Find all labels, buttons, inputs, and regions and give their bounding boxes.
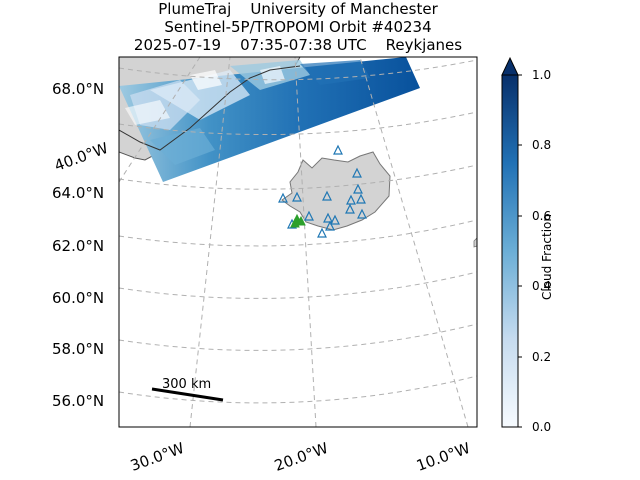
colorbar-tick: 0.2 [532, 350, 552, 364]
colorbar-tick: 0.8 [532, 138, 552, 152]
source-marker [296, 215, 306, 226]
latitude-gridlines [119, 59, 477, 404]
title-line-3: 2025-07-19 07:35-07:38 UTC Reykjanes [133, 36, 463, 54]
satellite-swath [119, 57, 420, 182]
volcano-marker [325, 220, 335, 231]
volcano-marker [317, 227, 327, 238]
title-line-2: Sentinel-5P/TROPOMI Orbit #40234 [164, 18, 432, 36]
lat-label: 64.0°N [52, 184, 105, 202]
volcano-marker [323, 212, 333, 223]
volcano-marker [322, 190, 332, 201]
lat-label: 62.0°N [52, 237, 105, 255]
map-frame [118, 56, 478, 428]
colorbar-tick: 0.0 [532, 420, 552, 434]
source-marker [290, 217, 300, 228]
scale-bar-label: 300 km [162, 377, 212, 392]
source-markers [290, 213, 306, 228]
lat-label: 68.0°N [52, 80, 105, 98]
volcano-marker [292, 191, 302, 202]
volcano-marker [278, 192, 288, 203]
title-line-1: PlumeTraj University of Manchester [158, 0, 438, 18]
colorbar-tick: 0.4 [532, 279, 552, 293]
volcano-marker [345, 203, 355, 214]
longitude-gridlines [119, 57, 469, 427]
volcano-marker [304, 210, 314, 221]
volcano-marker [357, 208, 367, 219]
volcano-marker [352, 167, 362, 178]
faroe-land [473, 237, 477, 248]
colorbar-tick: 1.0 [532, 68, 552, 82]
lat-label: 60.0°N [52, 289, 105, 307]
scale-bar [151, 387, 224, 402]
lat-label: 58.0°N [52, 340, 105, 358]
volcano-marker [346, 194, 356, 205]
volcano-marker [356, 193, 366, 204]
lat-label: 56.0°N [52, 392, 105, 410]
volcano-marker [353, 183, 363, 194]
colorbar [501, 56, 522, 428]
colorbar-extend-arrow [501, 56, 519, 76]
volcano-marker [333, 144, 343, 155]
volcano-marker [330, 214, 340, 225]
colorbar-title: Cloud Fraction [540, 214, 554, 300]
colorbar-tick: 0.6 [532, 209, 552, 223]
